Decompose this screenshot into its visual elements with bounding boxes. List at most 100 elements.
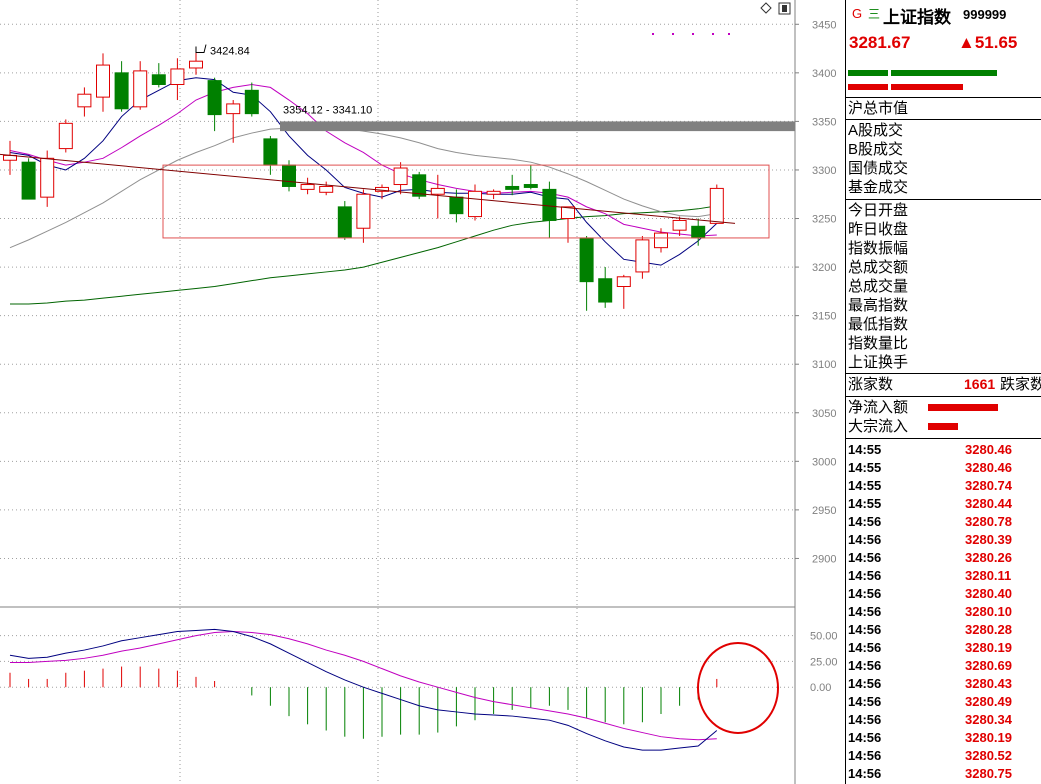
candle-body (96, 64, 110, 98)
candle-body (430, 187, 445, 195)
candle-body (449, 196, 464, 215)
stat-label: 最高指数 (848, 297, 909, 314)
stat-label: 沪总市值 (848, 100, 909, 117)
candle-body (300, 184, 315, 190)
window-icon-fill (782, 5, 787, 12)
down-count-label: 跌家数 (1000, 376, 1041, 393)
index-change: ▲51.65 (958, 33, 1018, 52)
tick-time: 14:56 (848, 514, 882, 529)
macd-tick-label: 50.00 (810, 631, 838, 643)
tick-list[interactable]: 14:55 3280.46 14:55 3280.46 14:55 3280.74 14:5… (846, 441, 1041, 784)
tick-time: 14:56 (848, 748, 882, 763)
y-tick-label: 3300 (812, 165, 836, 177)
macd-tick-label: 0.00 (810, 682, 831, 694)
stat-label: 指数量比 (848, 335, 909, 352)
y-tick-label: 3400 (812, 68, 836, 80)
candle-body (616, 276, 631, 288)
tick-value: 3280.39 (965, 532, 1012, 547)
gray-band (280, 121, 795, 132)
tick-row: 14:56 3280.78 (846, 513, 1041, 531)
kline-chart-area[interactable]: 3424.84 3354.12 - 3341.10 3450 3400 3350 330… (0, 0, 845, 784)
tick-value: 3280.75 (965, 766, 1012, 781)
candle-body (263, 138, 278, 166)
tick-time: 14:55 (848, 442, 882, 457)
tick-row: 14:56 3280.40 (846, 585, 1041, 603)
stat-label: 最低指数 (848, 316, 909, 333)
tick-time: 14:56 (848, 766, 882, 781)
y-tick-label: 3100 (812, 359, 836, 371)
tick-time: 14:56 (848, 640, 882, 655)
stat-label: 总成交额 (848, 259, 909, 276)
tick-row: 14:56 3280.69 (846, 657, 1041, 675)
tick-value: 3280.74 (965, 478, 1012, 493)
candle-body (598, 278, 613, 303)
candle-body (77, 93, 92, 108)
stat-label: 指数振幅 (848, 240, 909, 257)
candle-body (691, 225, 706, 239)
red-bar-long (891, 84, 963, 90)
candle-body (542, 188, 557, 221)
y-tick-label: 3050 (812, 408, 836, 420)
consolidation-box (162, 164, 770, 239)
candle-body (672, 219, 687, 231)
tick-row: 14:55 3280.74 (846, 477, 1041, 495)
flow-row: 净流入额 (846, 398, 1041, 417)
macd-tick-label: 25.00 (810, 656, 838, 668)
net-inflow-bar (928, 404, 998, 411)
stat-label: A股成交 (848, 122, 904, 139)
tick-row: 14:56 3280.34 (846, 711, 1041, 729)
tick-row: 14:56 3280.75 (846, 765, 1041, 783)
green-bar-short (848, 70, 888, 76)
tick-value: 3280.28 (965, 622, 1012, 637)
tick-value: 3280.19 (965, 640, 1012, 655)
tick-time: 14:56 (848, 712, 882, 727)
stat-label: 总成交量 (848, 278, 909, 295)
candle-body (635, 239, 650, 273)
menu-icon[interactable]: 三 (868, 7, 881, 21)
candle-body (505, 185, 520, 190)
tick-time: 14:56 (848, 676, 882, 691)
index-price: 3281.67 (849, 33, 911, 52)
candle-body (244, 89, 259, 115)
flow-label: 大宗流入 (848, 418, 909, 435)
candle-body (170, 68, 185, 85)
tick-time: 14:55 (848, 478, 882, 493)
y-tick-label: 3200 (812, 262, 836, 274)
stat-label: B股成交 (848, 141, 904, 158)
tick-time: 14:56 (848, 622, 882, 637)
candle-body (337, 206, 352, 238)
candle-body (21, 161, 36, 200)
diamond-icon (760, 2, 772, 14)
tick-time: 14:56 (848, 568, 882, 583)
tick-value: 3280.10 (965, 604, 1012, 619)
kline-chart[interactable]: 3424.84 3354.12 - 3341.10 3450 3400 3350 330… (0, 0, 845, 784)
updown-section: 涨家数 1661 跌家数 (846, 375, 1041, 397)
candle-body (523, 184, 538, 188)
tick-time: 14:56 (848, 604, 882, 619)
candle-body (207, 80, 222, 116)
g-icon[interactable]: G (852, 6, 863, 21)
y-tick-label: 2900 (812, 553, 836, 565)
green-bar-long (891, 70, 997, 76)
stat-label: 今日开盘 (848, 202, 909, 219)
tick-row: 14:56 3280.39 (846, 531, 1041, 549)
y-tick-label: 3450 (812, 19, 836, 31)
y-tick-label: 3250 (812, 214, 836, 226)
tick-row: 14:56 3280.11 (846, 567, 1041, 585)
tick-value: 3280.34 (965, 712, 1012, 727)
y-tick-label: 2950 (812, 505, 836, 517)
tick-row: 14:56 3280.10 (846, 603, 1041, 621)
flow-label: 净流入额 (848, 399, 909, 416)
candle-body (393, 167, 408, 186)
tick-value: 3280.78 (965, 514, 1012, 529)
signal-dot (672, 33, 674, 35)
tick-time: 14:55 (848, 496, 882, 511)
y-tick-label: 3350 (812, 116, 836, 128)
tick-value: 3280.26 (965, 550, 1012, 565)
red-bar-short (848, 84, 888, 90)
up-count-value: 1661 (964, 376, 996, 392)
candle-body (189, 60, 203, 69)
tick-value: 3280.43 (965, 676, 1012, 691)
index-code: 999999 (963, 7, 1007, 22)
high-marker (195, 44, 207, 54)
